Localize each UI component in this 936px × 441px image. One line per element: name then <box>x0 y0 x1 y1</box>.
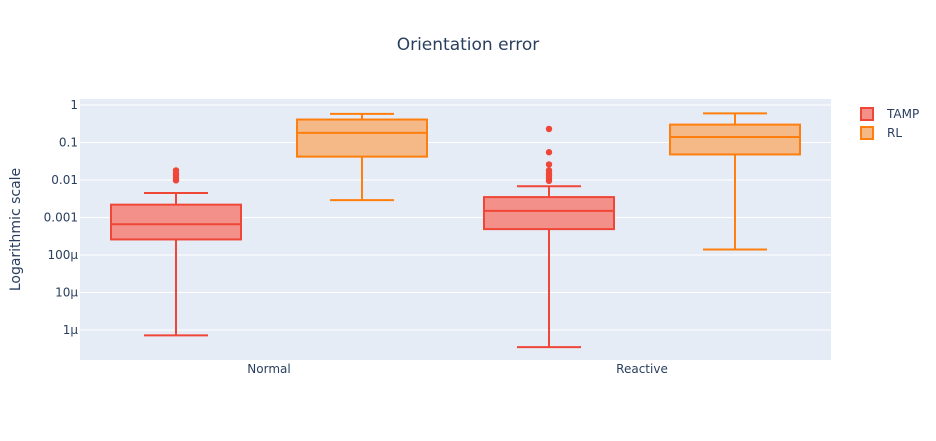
x-tick-label: Normal <box>247 362 290 376</box>
iqr-box <box>483 196 615 231</box>
box-rl-normal <box>296 112 428 202</box>
y-tick-label: 0.001 <box>44 211 78 225</box>
y-tick-label: 100µ <box>47 248 78 262</box>
outlier-point <box>545 125 553 133</box>
outlier-point <box>545 161 553 168</box>
chart-title: Orientation error <box>397 35 540 55</box>
iqr-box <box>110 203 242 241</box>
box-tamp-reactive <box>483 125 615 349</box>
iqr-box <box>296 118 428 158</box>
y-tick-label: 1 <box>70 98 78 112</box>
y-tick-label: 1µ <box>63 323 79 337</box>
y-axis-label: Logarithmic scale <box>8 168 24 291</box>
y-tick-label: 0.1 <box>59 136 78 150</box>
legend[interactable]: TAMP RL <box>860 107 919 140</box>
legend-item-rl[interactable]: RL <box>860 126 902 140</box>
x-tick-label: Reactive <box>616 362 668 376</box>
legend-label: TAMP <box>886 107 919 121</box>
legend-swatch <box>860 107 874 121</box>
x-axis-ticks: Normal Reactive <box>247 362 668 376</box>
outlier-point <box>545 167 553 174</box>
box-tamp-normal <box>110 167 242 337</box>
legend-label: RL <box>887 126 902 140</box>
box-plots <box>110 112 801 349</box>
outlier-point <box>172 167 180 174</box>
y-tick-label: 10µ <box>55 286 78 300</box>
legend-item-tamp[interactable]: TAMP <box>860 107 919 121</box>
legend-swatch <box>860 126 874 140</box>
box-rl-reactive <box>669 112 801 251</box>
y-axis-ticks: 1 0.1 0.01 0.001 100µ 10µ 1µ <box>44 98 79 337</box>
outlier-point <box>545 149 553 156</box>
y-tick-label: 0.01 <box>51 173 78 187</box>
iqr-box <box>669 123 801 156</box>
